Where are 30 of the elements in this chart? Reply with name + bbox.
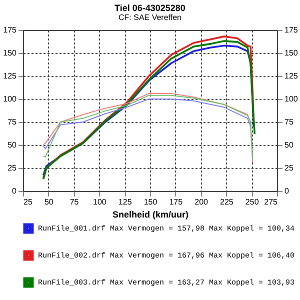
x-tick-label: 250 (245, 198, 260, 206)
x-tick-label: 125 (118, 198, 132, 206)
y-tick-label: 125 (3, 72, 18, 80)
y2-tick-label: 50 (284, 140, 294, 150)
chart-title: Tiel 06-43025280 (114, 3, 186, 13)
y-tick-label: 50 (8, 140, 18, 150)
y2-tick-label: 0 (284, 186, 290, 196)
x-tick-label: 25 (24, 198, 33, 206)
y2-tick-label: 175 (284, 26, 298, 34)
y-tick-label: 100 (3, 94, 18, 104)
x-tick-label: 150 (144, 198, 158, 206)
x-tick-label: 275 (264, 198, 278, 206)
x-tick-label: 75 (70, 198, 80, 206)
y-tick-label: 175 (3, 26, 18, 34)
y2-tick-label: 125 (284, 72, 298, 80)
y-tick-label: 75 (8, 118, 18, 126)
text: CF: SAE Vereffen (118, 13, 182, 22)
y2-tick-label: 75 (284, 118, 294, 126)
x-tick-label: 225 (220, 198, 234, 206)
y2-tick-label: 100 (284, 94, 298, 104)
y-tick-label: 150 (3, 48, 18, 58)
y-tick-label: 25 (8, 164, 18, 172)
y2-tick-label: 25 (284, 164, 294, 172)
y2-tick-label: 150 (284, 48, 298, 58)
y-tick-label: 0 (12, 186, 18, 196)
x-tick-label: 100 (93, 198, 107, 206)
x-tick-label: 175 (169, 198, 184, 206)
x-axis-title: Snelheid (km/uur) (112, 210, 189, 220)
x-tick-label: 50 (44, 198, 54, 206)
x-tick-label: 200 (194, 198, 209, 206)
